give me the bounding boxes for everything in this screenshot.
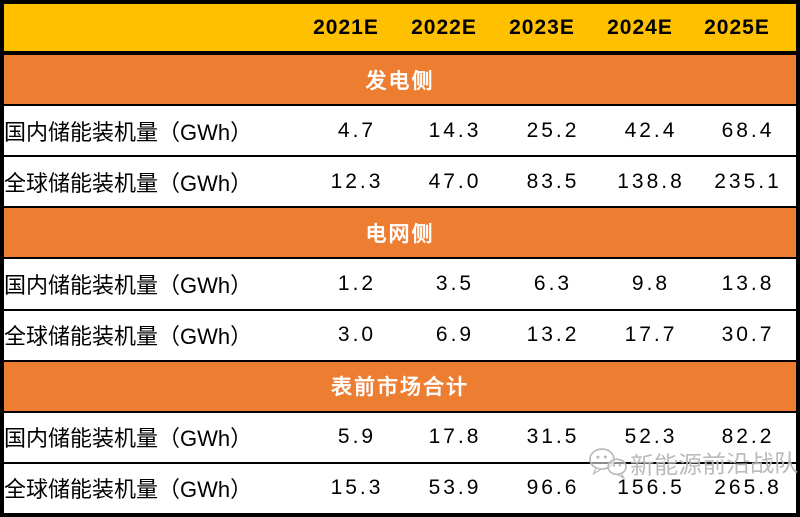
cell-value: 30.7: [700, 308, 798, 362]
table-row-grid-domestic: 国内储能装机量（GWh） 1.2 3.5 6.3 9.8 13.8: [2, 257, 798, 311]
cell-value: 14.3: [406, 104, 504, 158]
cell-value: 3.0: [308, 308, 406, 362]
year-header-2022e: 2022E: [406, 1, 504, 55]
cell-value: 15.3: [308, 461, 406, 517]
table-row-total-domestic: 国内储能装机量（GWh） 5.9 17.8 31.5 52.3 82.2: [2, 410, 798, 464]
cell-value: 83.5: [504, 155, 602, 209]
table-row-generation-domestic: 国内储能装机量（GWh） 4.7 14.3 25.2 42.4 68.4: [2, 104, 798, 158]
table-row-generation-global: 全球储能装机量（GWh） 12.3 47.0 83.5 138.8 235.1: [2, 155, 798, 209]
row-label: 全球储能装机量（GWh）: [2, 461, 308, 517]
cell-value: 6.9: [406, 308, 504, 362]
corner-cell: [2, 1, 308, 55]
cell-value: 47.0: [406, 155, 504, 209]
cell-value: 138.8: [602, 155, 700, 209]
row-label: 国内储能装机量（GWh）: [2, 410, 308, 464]
cell-value: 3.5: [406, 257, 504, 311]
cell-value: 96.6: [504, 461, 602, 517]
cell-value: 265.8: [700, 461, 798, 517]
cell-value: 68.4: [700, 104, 798, 158]
row-label: 全球储能装机量（GWh）: [2, 308, 308, 362]
table-row-grid-global: 全球储能装机量（GWh） 3.0 6.9 13.2 17.7 30.7: [2, 308, 798, 362]
cell-value: 17.7: [602, 308, 700, 362]
cell-value: 5.9: [308, 410, 406, 464]
section-title: 电网侧: [2, 206, 798, 260]
cell-value: 82.2: [700, 410, 798, 464]
section-header-grid-side: 电网侧: [2, 206, 798, 260]
cell-value: 1.2: [308, 257, 406, 311]
row-label: 国内储能装机量（GWh）: [2, 104, 308, 158]
cell-value: 9.8: [602, 257, 700, 311]
year-header-2024e: 2024E: [602, 1, 700, 55]
cell-value: 6.3: [504, 257, 602, 311]
cell-value: 31.5: [504, 410, 602, 464]
section-title: 表前市场合计: [2, 359, 798, 413]
year-header-row: 2021E 2022E 2023E 2024E 2025E: [2, 1, 798, 55]
row-label: 国内储能装机量（GWh）: [2, 257, 308, 311]
cell-value: 4.7: [308, 104, 406, 158]
year-header-2021e: 2021E: [308, 1, 406, 55]
cell-value: 17.8: [406, 410, 504, 464]
cell-value: 53.9: [406, 461, 504, 517]
cell-value: 12.3: [308, 155, 406, 209]
cell-value: 25.2: [504, 104, 602, 158]
cell-value: 42.4: [602, 104, 700, 158]
year-header-2025e: 2025E: [700, 1, 798, 55]
row-label: 全球储能装机量（GWh）: [2, 155, 308, 209]
cell-value: 13.2: [504, 308, 602, 362]
year-header-2023e: 2023E: [504, 1, 602, 55]
cell-value: 13.8: [700, 257, 798, 311]
cell-value: 52.3: [602, 410, 700, 464]
section-header-front-of-meter-total: 表前市场合计: [2, 359, 798, 413]
section-header-generation-side: 发电侧: [2, 51, 798, 107]
table-row-total-global: 全球储能装机量（GWh） 15.3 53.9 96.6 156.5 265.8: [2, 461, 798, 517]
cell-value: 156.5: [602, 461, 700, 517]
section-title: 发电侧: [2, 51, 798, 107]
cell-value: 235.1: [700, 155, 798, 209]
